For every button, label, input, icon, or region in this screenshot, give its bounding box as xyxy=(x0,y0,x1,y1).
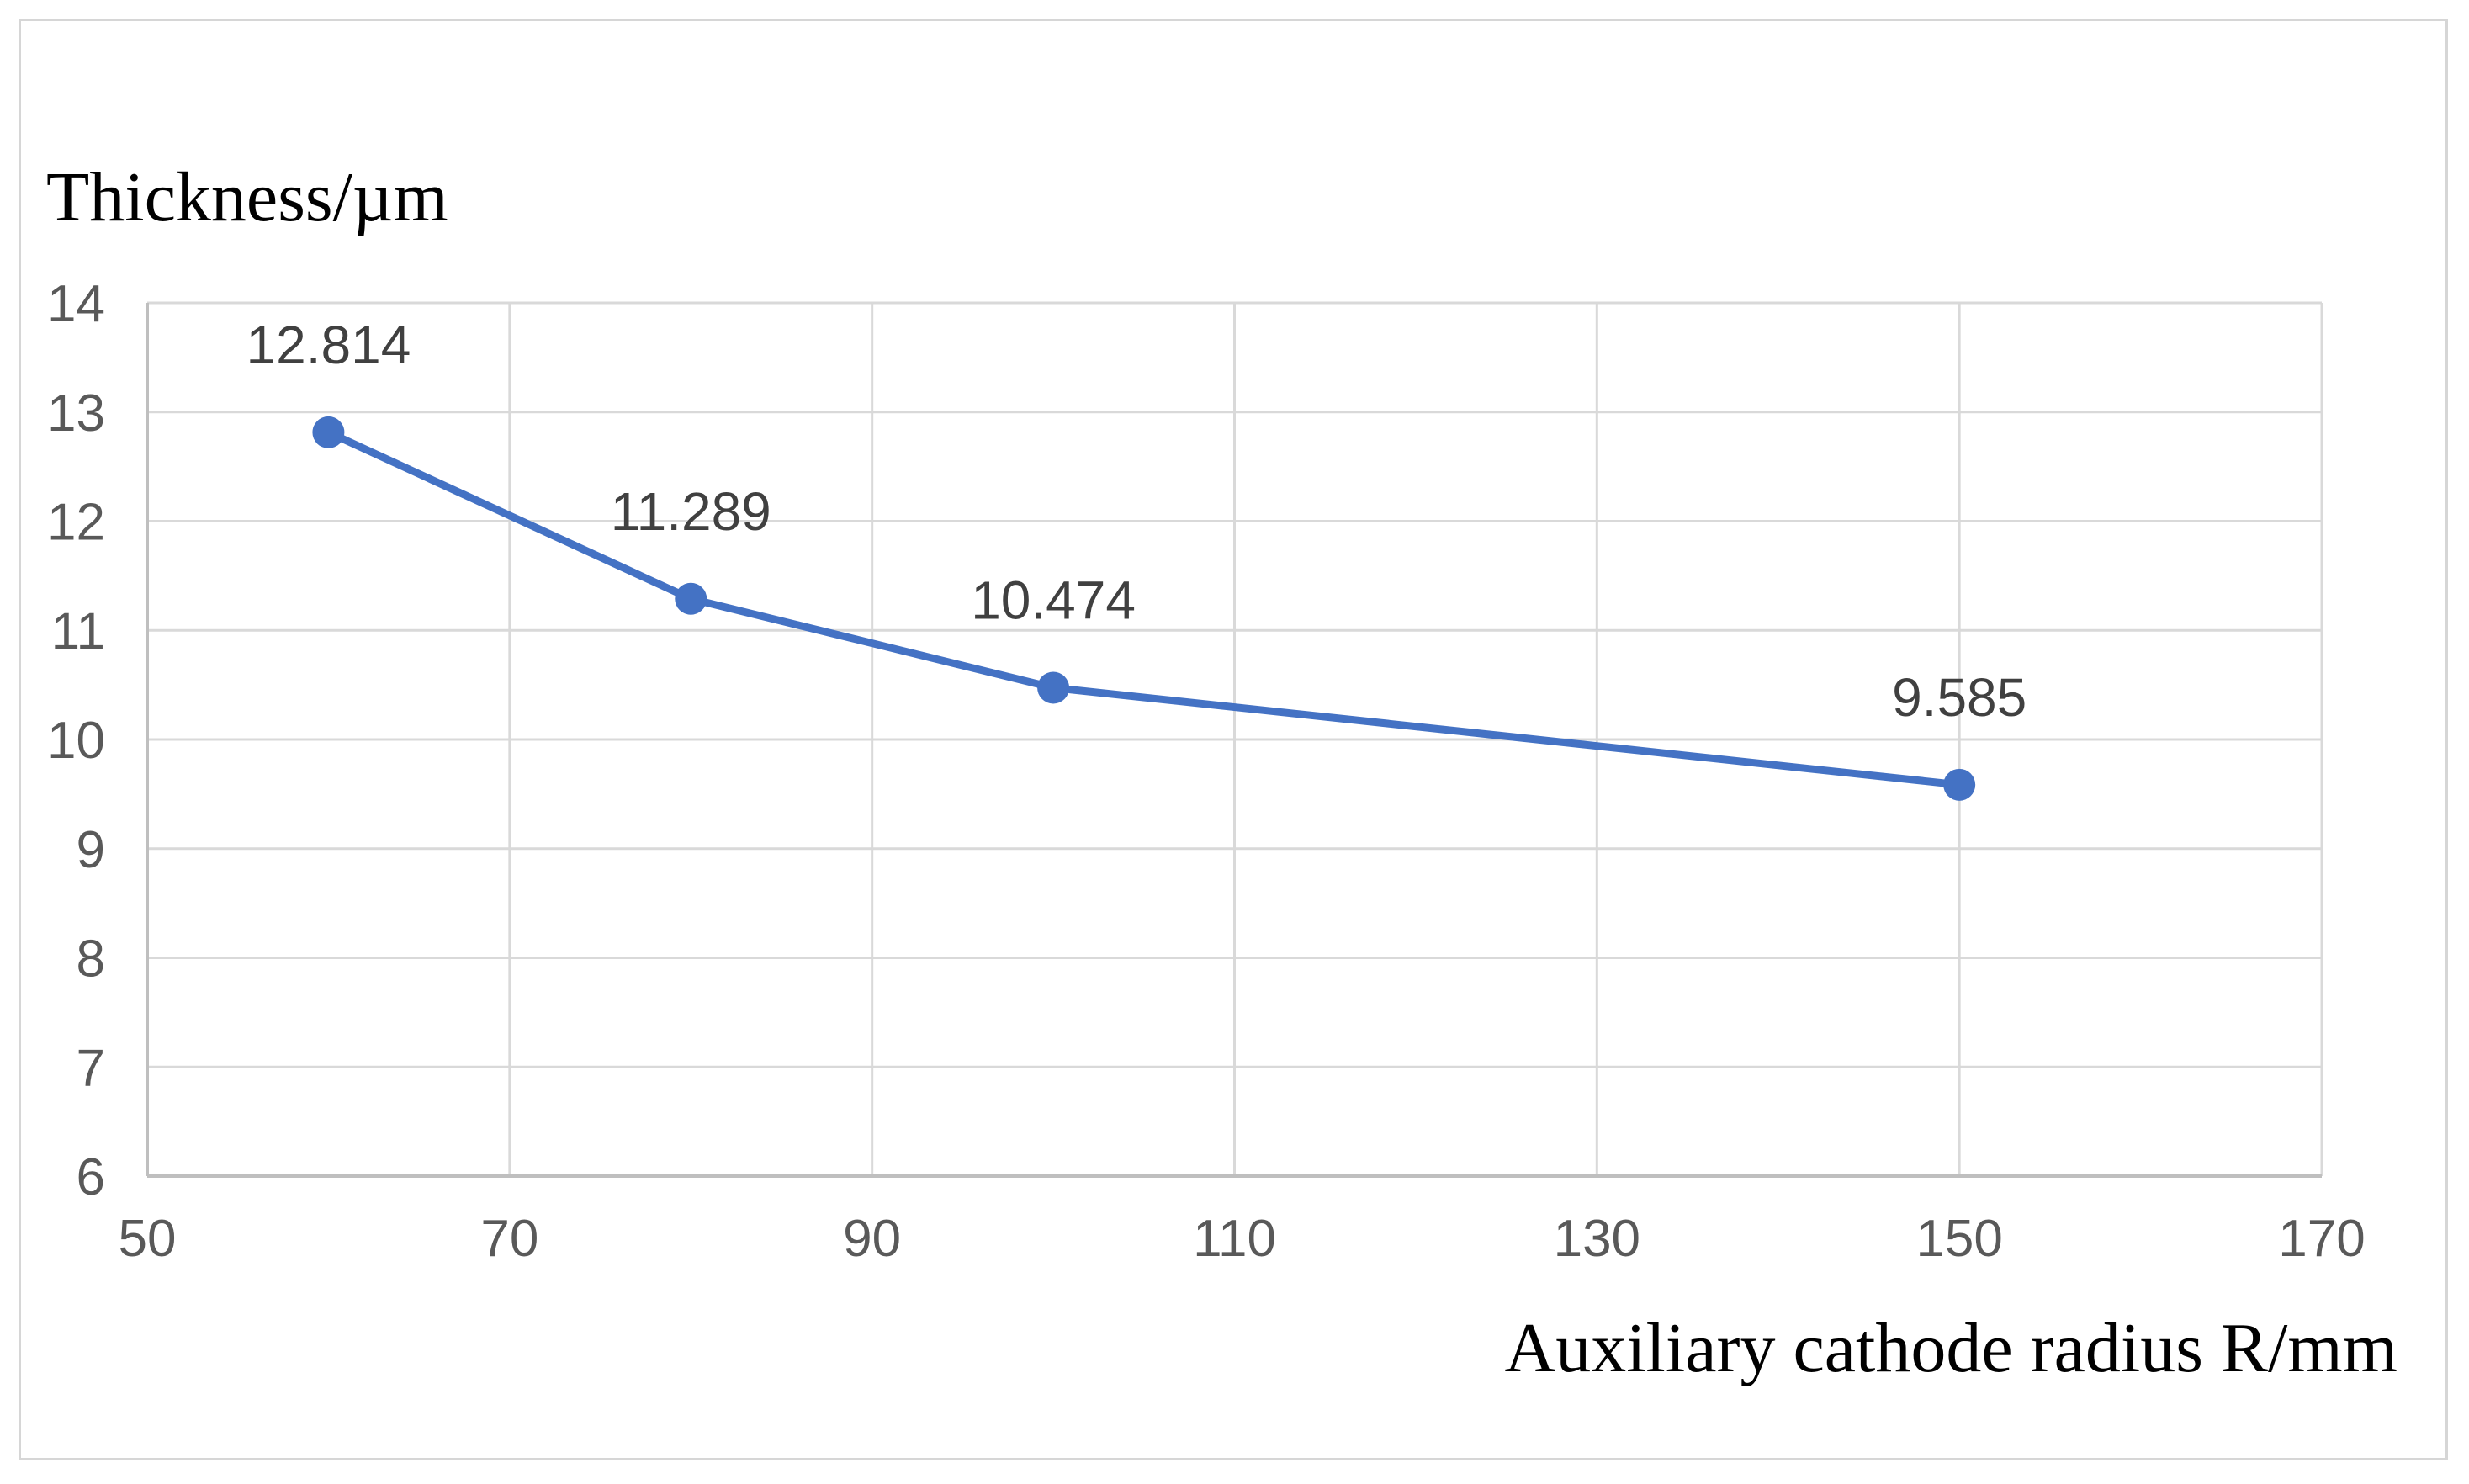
x-tick-label: 150 xyxy=(1915,1210,2002,1268)
y-tick-label: 13 xyxy=(47,384,105,443)
x-tick-label: 50 xyxy=(119,1210,177,1268)
y-axis-title: Thickness/µm xyxy=(46,158,448,236)
data-label: 10.474 xyxy=(971,570,1136,630)
data-label: 9.585 xyxy=(1892,667,2027,728)
data-point xyxy=(312,416,345,448)
data-series xyxy=(312,416,1976,801)
y-tick-label: 14 xyxy=(47,275,105,333)
data-point xyxy=(675,582,707,615)
tick-labels: 6 7 8 9 10 11 12 13 14 50 70 90 110 130 150 170 xyxy=(47,275,2366,1268)
y-tick-label: 9 xyxy=(77,821,105,879)
y-tick-label: 12 xyxy=(47,494,105,552)
data-labels: 12.814 11.289 10.474 9.585 xyxy=(246,315,2027,728)
data-label: 11.289 xyxy=(611,481,771,542)
y-tick-label: 7 xyxy=(77,1039,105,1097)
series-line xyxy=(324,428,1963,789)
axes xyxy=(146,303,2322,1178)
gridlines xyxy=(146,301,2323,1178)
y-tick-label: 11 xyxy=(51,602,105,660)
data-point xyxy=(1943,768,1976,801)
y-tick-label: 6 xyxy=(77,1148,105,1206)
y-tick-label: 8 xyxy=(77,930,105,988)
x-tick-label: 110 xyxy=(1193,1210,1276,1268)
x-tick-label: 90 xyxy=(843,1210,901,1268)
data-label: 12.814 xyxy=(246,315,411,375)
x-tick-label: 170 xyxy=(2278,1210,2365,1268)
x-tick-label: 130 xyxy=(1554,1210,1640,1268)
x-tick-label: 70 xyxy=(480,1210,538,1268)
y-tick-label: 10 xyxy=(47,712,105,770)
data-point xyxy=(1037,671,1070,704)
x-axis-title: Auxiliary cathode radius R/mm xyxy=(1505,1309,2397,1387)
